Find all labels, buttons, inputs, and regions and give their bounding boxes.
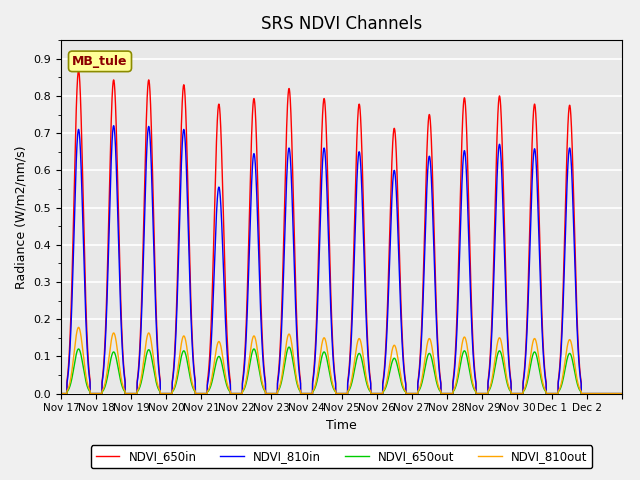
NDVI_810out xyxy=(75,324,83,330)
NDVI_810in xyxy=(393,196,401,202)
NDVI_650out xyxy=(618,391,626,396)
NDVI_810out xyxy=(496,335,504,341)
NDVI_650in xyxy=(75,68,83,73)
NDVI_650out xyxy=(363,380,371,385)
X-axis label: Time: Time xyxy=(326,419,357,432)
NDVI_810in xyxy=(173,289,181,295)
Title: SRS NDVI Channels: SRS NDVI Channels xyxy=(261,15,422,33)
NDVI_810out xyxy=(363,376,371,382)
Line: NDVI_810in: NDVI_810in xyxy=(61,126,622,394)
NDVI_650out xyxy=(496,348,504,354)
NDVI_810out xyxy=(524,375,531,381)
Legend: NDVI_650in, NDVI_810in, NDVI_650out, NDVI_810out: NDVI_650in, NDVI_810in, NDVI_650out, NDV… xyxy=(91,445,593,468)
Y-axis label: Radiance (W/m2/nm/s): Radiance (W/m2/nm/s) xyxy=(15,145,28,288)
NDVI_650out xyxy=(57,391,65,396)
NDVI_650in xyxy=(496,94,504,99)
NDVI_810in xyxy=(538,320,545,325)
NDVI_810in xyxy=(496,142,504,147)
NDVI_650out xyxy=(285,344,293,350)
Line: NDVI_650in: NDVI_650in xyxy=(61,71,622,394)
NDVI_650in xyxy=(538,307,545,312)
NDVI_650out xyxy=(538,379,545,384)
NDVI_810in xyxy=(110,123,118,129)
Text: MB_tule: MB_tule xyxy=(72,55,128,68)
NDVI_650in xyxy=(524,311,531,317)
NDVI_810in xyxy=(363,325,371,331)
NDVI_650in xyxy=(393,159,401,165)
NDVI_650out xyxy=(524,379,531,385)
NDVI_810out xyxy=(538,375,545,381)
NDVI_650out xyxy=(173,375,181,381)
NDVI_810out xyxy=(173,369,181,374)
NDVI_810out xyxy=(57,391,65,396)
NDVI_650in xyxy=(173,272,181,278)
NDVI_810in xyxy=(524,324,531,329)
NDVI_810out xyxy=(393,348,401,354)
NDVI_650in xyxy=(363,312,371,318)
Line: NDVI_650out: NDVI_650out xyxy=(61,347,622,394)
NDVI_650in xyxy=(618,391,626,396)
NDVI_650out xyxy=(393,360,401,366)
NDVI_650in xyxy=(57,391,65,396)
NDVI_810out xyxy=(618,391,626,396)
NDVI_810in xyxy=(57,391,65,396)
NDVI_810in xyxy=(618,391,626,396)
Line: NDVI_810out: NDVI_810out xyxy=(61,327,622,394)
